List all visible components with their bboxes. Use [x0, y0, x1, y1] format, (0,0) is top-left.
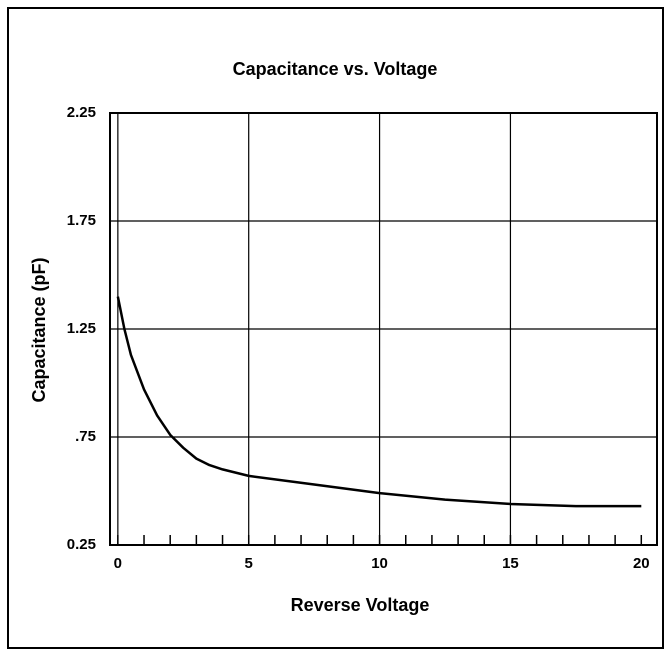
x-axis-label: Reverse Voltage — [291, 595, 430, 615]
y-tick-label: 2.25 — [67, 104, 96, 121]
y-axis-label: Capacitance (pF) — [29, 257, 49, 402]
x-tick-label: 5 — [245, 555, 253, 572]
x-tick-label: 10 — [371, 555, 388, 572]
y-tick-label: 0.25 — [67, 536, 96, 553]
chart-title: Capacitance vs. Voltage — [233, 59, 438, 79]
y-tick-label: .75 — [75, 428, 96, 445]
x-tick-label: 0 — [114, 555, 122, 572]
y-tick-label: 1.25 — [67, 320, 96, 337]
x-tick-label: 20 — [633, 555, 650, 572]
frame — [7, 7, 664, 649]
x-tick-label: 15 — [502, 555, 519, 572]
y-tick-label: 1.75 — [67, 212, 96, 229]
data-line — [116, 296, 642, 508]
plot-area — [109, 112, 658, 546]
